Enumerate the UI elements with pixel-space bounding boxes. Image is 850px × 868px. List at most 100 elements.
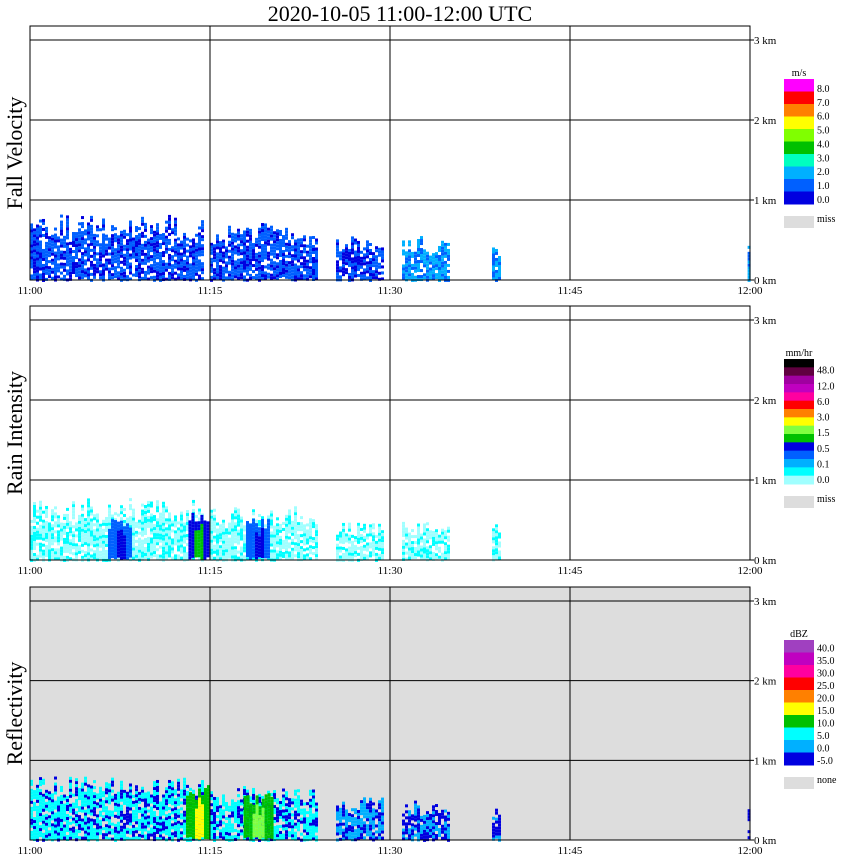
cloud-pixel (213, 799, 216, 803)
cloud-pixel (210, 818, 213, 822)
cloud-pixel (75, 552, 78, 556)
core-pixel (200, 541, 204, 545)
cloud-pixel (177, 799, 180, 803)
cloud-pixel (93, 792, 96, 796)
cloud-pixel (225, 246, 228, 250)
cloud-pixel (312, 828, 315, 832)
cloud-pixel (279, 816, 282, 820)
cloud-pixel (129, 786, 132, 790)
cloud-pixel (138, 836, 141, 840)
cloud-pixel (156, 782, 159, 786)
cloud-pixel (180, 544, 183, 548)
cloud-pixel (249, 255, 252, 259)
cloud-pixel (111, 822, 114, 826)
cloud-pixel (348, 555, 351, 559)
cloud-pixel (414, 254, 417, 258)
cloud-pixel (126, 806, 129, 810)
cloud-pixel (129, 801, 132, 805)
cloud-pixel (300, 811, 303, 815)
cloud-pixel (261, 250, 264, 254)
cloud-pixel (81, 824, 84, 828)
cloud-pixel (174, 831, 177, 835)
cloud-pixel (198, 241, 201, 245)
cloud-pixel (435, 261, 438, 265)
cloud-pixel (117, 833, 120, 837)
cloud-pixel (183, 268, 186, 272)
cloud-pixel (144, 553, 147, 557)
cloud-pixel (141, 533, 144, 537)
cloud-pixel (432, 262, 435, 266)
cloud-pixel (360, 812, 363, 816)
core-pixel (191, 527, 195, 531)
cloud-pixel (147, 277, 150, 281)
cloud-pixel (96, 549, 99, 553)
cloud-pixel (33, 510, 36, 514)
cloud-pixel (117, 265, 120, 269)
cloud-pixel (219, 524, 222, 528)
cloud-pixel (300, 244, 303, 248)
cloud-pixel (102, 794, 105, 798)
cloud-pixel (30, 812, 33, 816)
cloud-pixel (285, 517, 288, 521)
cloud-pixel (54, 239, 57, 243)
cloud-pixel (132, 556, 135, 560)
cloud-pixel (129, 262, 132, 266)
cloud-pixel (66, 507, 69, 511)
cloud-pixel (51, 252, 54, 256)
cloud-pixel (243, 236, 246, 240)
cloud-pixel (297, 265, 300, 269)
cloud-pixel (366, 809, 369, 813)
cloud-pixel (78, 809, 81, 813)
cloud-pixel (150, 264, 153, 268)
cloud-pixel (165, 554, 168, 558)
cloud-pixel (87, 273, 90, 277)
cloud-pixel (138, 797, 141, 801)
cloud-pixel (270, 267, 273, 271)
cloud-pixel (162, 251, 165, 255)
cloud-pixel (300, 555, 303, 559)
cloud-pixel (345, 554, 348, 558)
cloud-pixel (294, 837, 297, 841)
cloud-pixel (231, 802, 234, 806)
cloud-pixel (315, 554, 318, 558)
cloud-pixel (123, 259, 126, 263)
cloud-pixel (291, 263, 294, 267)
cloud-pixel (33, 525, 36, 529)
cloud-pixel (120, 233, 123, 237)
cloud-pixel (162, 513, 165, 517)
cloud-pixel (57, 275, 60, 279)
cloud-pixel (141, 810, 144, 814)
cloud-pixel (162, 275, 165, 279)
core-pixel (114, 523, 117, 527)
cloud-pixel (186, 543, 189, 547)
cloud-pixel (240, 549, 243, 553)
cloud-pixel (186, 255, 189, 259)
cloud-pixel (81, 549, 84, 553)
cloud-pixel (51, 524, 54, 528)
cloud-pixel (99, 228, 102, 232)
cloud-pixel (135, 274, 138, 278)
core-pixel (264, 555, 267, 559)
legend-swatch (784, 79, 814, 92)
cloud-pixel (141, 825, 144, 829)
cloud-pixel (162, 260, 165, 264)
cloud-pixel (495, 551, 498, 555)
cloud-pixel (222, 239, 225, 243)
cloud-pixel (402, 249, 405, 253)
core-pixel (188, 553, 192, 557)
cloud-pixel (93, 798, 96, 802)
cloud-pixel (231, 268, 234, 272)
cloud-pixel (132, 255, 135, 259)
cloud-pixel (183, 250, 186, 254)
cloud-pixel (105, 537, 108, 541)
cloud-pixel (144, 798, 147, 802)
cloud-pixel (342, 252, 345, 256)
core-pixel (117, 554, 120, 558)
cloud-pixel (111, 243, 114, 247)
cloud-pixel (90, 266, 93, 270)
cloud-pixel (156, 250, 159, 254)
cloud-pixel (294, 822, 297, 826)
cloud-pixel (423, 547, 426, 551)
cloud-pixel (84, 229, 87, 233)
cloud-pixel (339, 837, 342, 841)
